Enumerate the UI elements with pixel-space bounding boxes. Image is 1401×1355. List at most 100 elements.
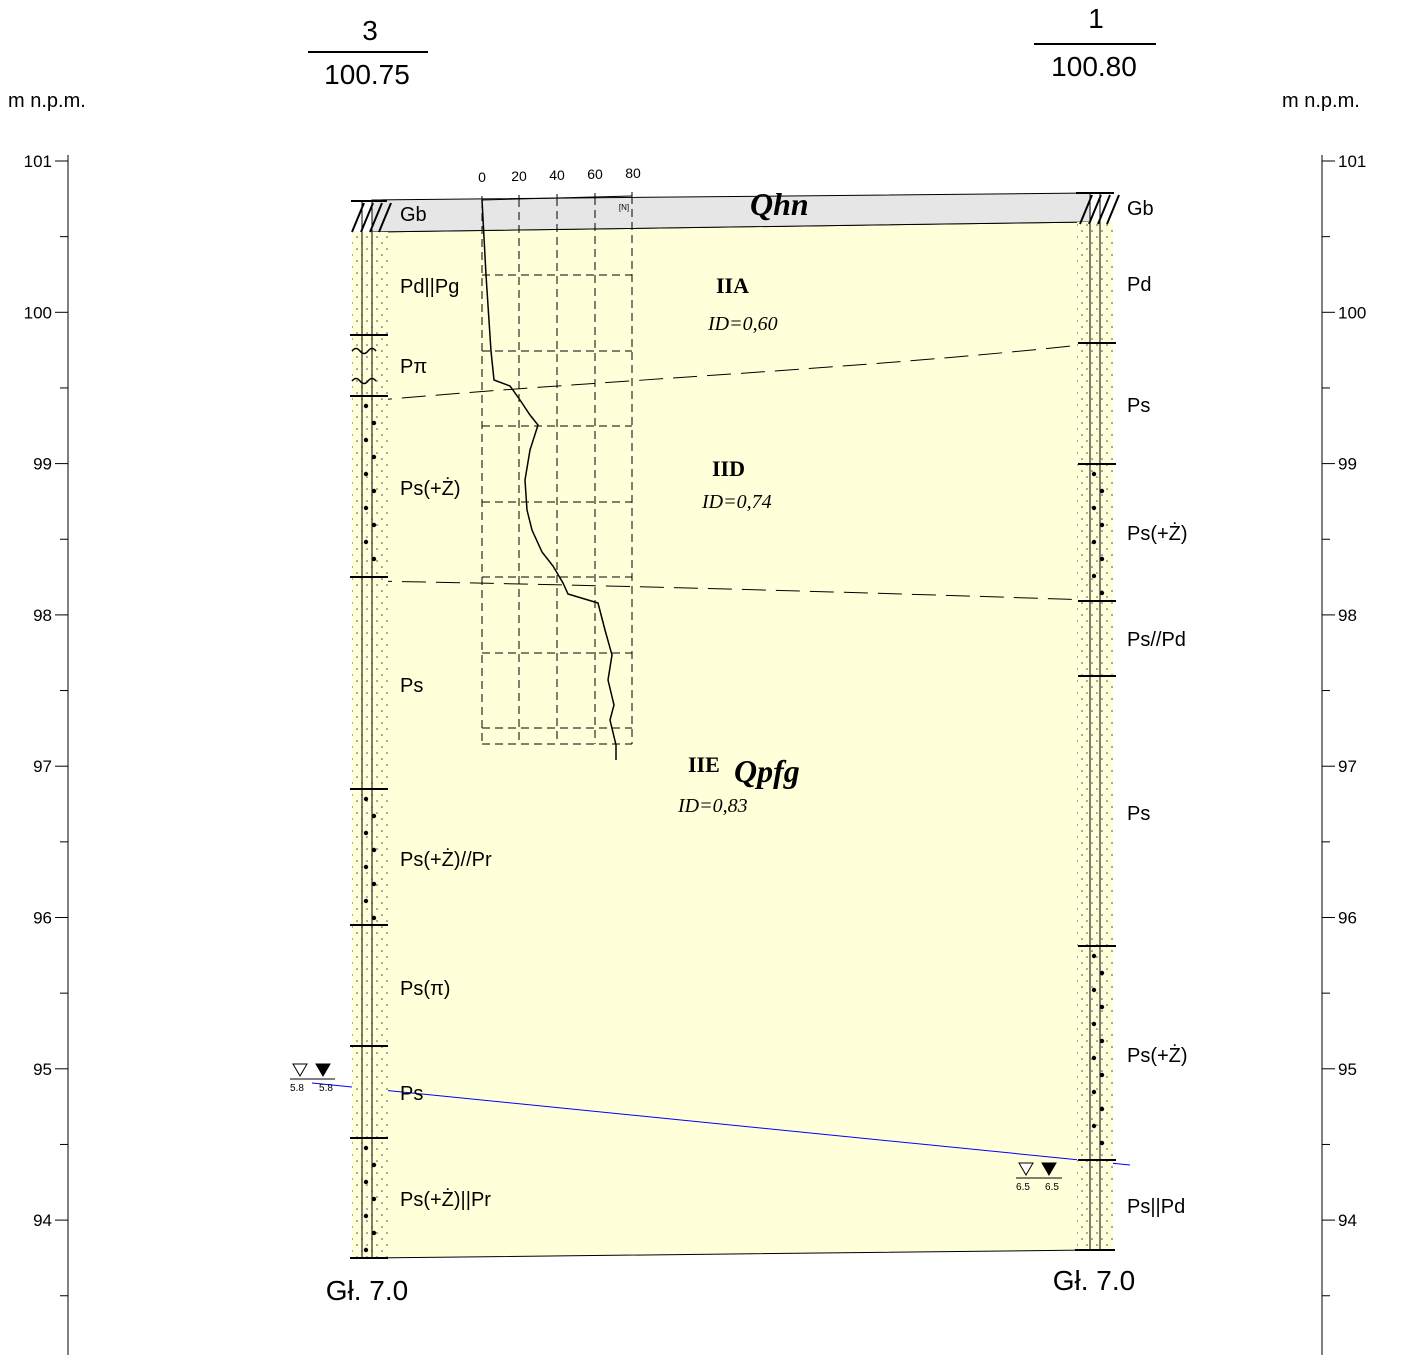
axis-tick-label: 96	[1338, 909, 1357, 928]
gravel-mark	[363, 471, 369, 477]
gravel-mark	[371, 488, 377, 494]
gravel-mark	[363, 1247, 369, 1253]
left-layer-label: Ps(+Ż)||Pr	[400, 1188, 491, 1211]
gravel-mark	[1091, 539, 1097, 545]
gravel-mark	[363, 437, 369, 443]
probe-unit-label: [N]	[619, 203, 629, 212]
gravel-mark	[1099, 556, 1105, 562]
gravel-mark	[371, 1162, 377, 1168]
dynamic-probe-diagram: 0 20 40 60 80 [N]	[478, 165, 641, 760]
gravel-mark	[1099, 1004, 1105, 1010]
left-elevation-axis: 101 100 99 98 97 96 95 94	[24, 152, 69, 1355]
probe-scale-label: 0	[478, 169, 486, 185]
organic-mark	[351, 347, 377, 355]
geotech-unit-IIE: IIE	[688, 752, 720, 777]
axis-tick-label: 99	[33, 455, 52, 474]
gravel-mark	[371, 454, 377, 460]
gravel-mark	[1091, 505, 1097, 511]
left-axis-unit-label: m n.p.m.	[8, 90, 86, 112]
axis-tick-label: 98	[1338, 606, 1357, 625]
topsoil-hatch	[1079, 194, 1093, 225]
borehole-1-elevation: 100.80	[1051, 51, 1137, 82]
axis-tick-label: 97	[33, 757, 52, 776]
right-layer-label: Gb	[1127, 198, 1154, 220]
gravel-mark	[1091, 471, 1097, 477]
borehole-1-water-level: 6.5 6.5	[1016, 1162, 1062, 1193]
axis-tick-label: 94	[1338, 1211, 1357, 1230]
right-layer-label: Ps||Pd	[1127, 1196, 1185, 1218]
topsoil-hatch	[360, 202, 374, 233]
gravel-mark	[363, 830, 369, 836]
left-layer-label: Ps(+Ż)//Pr	[400, 848, 492, 871]
axis-tick-label: 96	[33, 909, 52, 928]
gravel-mark	[1091, 1123, 1097, 1129]
borehole-3-elevation: 100.75	[324, 59, 410, 90]
gravel-mark	[363, 1179, 369, 1185]
probe-scale-label: 60	[587, 166, 603, 182]
geotech-unit-IID-density: ID=0,74	[701, 491, 772, 513]
gravel-mark	[363, 403, 369, 409]
borehole-3-column	[350, 200, 392, 1259]
axis-tick-label: 94	[33, 1211, 52, 1230]
geotech-unit-IIA-density: ID=0,60	[707, 313, 778, 335]
axis-tick-label: 99	[1338, 455, 1357, 474]
gravel-mark	[1099, 590, 1105, 596]
stabilized-depth-label: 5.8	[319, 1083, 333, 1094]
topsoil-hatch	[1106, 194, 1120, 225]
right-layer-label: Pd	[1127, 274, 1151, 296]
gravel-mark	[1099, 1106, 1105, 1112]
gravel-mark	[371, 522, 377, 528]
left-layer-label: Ps(π)	[400, 978, 450, 1000]
left-layer-label: Ps	[400, 1083, 423, 1105]
right-layer-label: Ps	[1127, 803, 1150, 825]
axis-tick-label: 95	[33, 1060, 52, 1079]
boundary-IIA-IID	[367, 343, 1091, 402]
geotech-unit-IIA: IIA	[716, 273, 749, 298]
gravel-mark	[1091, 1021, 1097, 1027]
gravel-mark	[371, 881, 377, 887]
borehole-1-depth-label: Gł. 7.0	[1053, 1265, 1135, 1296]
gravel-mark	[1091, 1089, 1097, 1095]
stratigraphy-label-qpfg: Qpfg	[734, 753, 800, 789]
gravel-mark	[371, 847, 377, 853]
topsoil-hatch	[378, 202, 392, 233]
axis-tick-label: 101	[24, 152, 52, 171]
right-layer-label: Ps(+Ż)	[1127, 522, 1188, 545]
geotech-unit-IIE-density: ID=0,83	[677, 795, 748, 817]
gravel-mark	[371, 420, 377, 426]
stabilized-depth-label: 6.5	[1045, 1182, 1059, 1193]
right-elevation-axis: 101 100 99 98 97 96 95 94	[1321, 152, 1366, 1355]
gravel-mark	[1099, 1140, 1105, 1146]
topsoil-hatch	[1088, 194, 1102, 225]
gravel-mark	[1099, 488, 1105, 494]
left-layer-label: Pπ	[400, 356, 427, 378]
axis-tick-label: 98	[33, 606, 52, 625]
axis-tick-label: 97	[1338, 757, 1357, 776]
right-layer-label: Ps	[1127, 395, 1150, 417]
gravel-mark	[1091, 1055, 1097, 1061]
gravel-mark	[1099, 1038, 1105, 1044]
gravel-mark	[1091, 953, 1097, 959]
organic-mark	[351, 377, 377, 385]
gravel-mark	[363, 898, 369, 904]
gravel-mark	[1099, 970, 1105, 976]
left-layer-label: Ps	[400, 675, 423, 697]
seepage-depth-label: 5.8	[290, 1083, 304, 1094]
right-axis-unit-label: m n.p.m.	[1282, 90, 1360, 112]
borehole-3-number: 3	[362, 15, 378, 46]
borehole-3-depth-label: Gł. 7.0	[326, 1275, 408, 1306]
topsoil-hatch	[1097, 194, 1111, 225]
left-layer-label: Gb	[400, 204, 427, 226]
gravel-mark	[1099, 1072, 1105, 1078]
axis-tick-label: 95	[1338, 1060, 1357, 1079]
axis-tick-label: 101	[1338, 152, 1366, 171]
axis-tick-label: 100	[1338, 303, 1366, 322]
gravel-mark	[371, 556, 377, 562]
gravel-mark	[363, 539, 369, 545]
probe-scale-label: 20	[511, 168, 527, 184]
right-layer-label: Ps(+Ż)	[1127, 1044, 1188, 1067]
gravel-mark	[363, 864, 369, 870]
borehole-1-number: 1	[1088, 3, 1104, 34]
gravel-mark	[1099, 522, 1105, 528]
